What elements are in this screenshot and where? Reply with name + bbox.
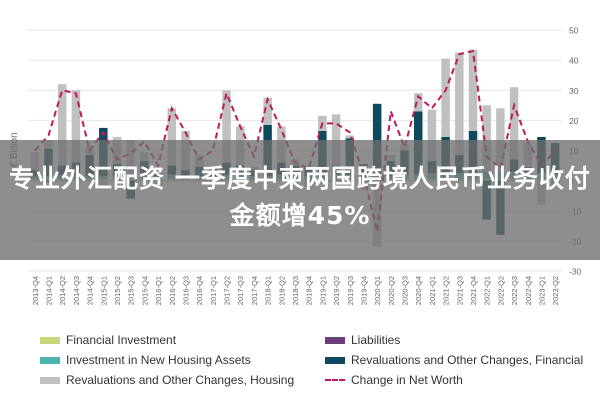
bar-revaluations-and-other-changes-housing [345, 135, 355, 139]
x-tick-label: 2018-Q3 [291, 276, 300, 305]
x-tick-label: 2019-Q1 [318, 276, 327, 305]
legend-label-reval-housing: Revaluations and Other Changes, Housing [66, 373, 295, 387]
legend-item-new-housing: Investment in New Housing Assets [40, 350, 251, 370]
x-tick-label: 2016-Q2 [168, 276, 177, 305]
x-tick-label: 2022-Q1 [483, 276, 492, 305]
y-tick-label: 40 [569, 56, 579, 66]
x-tick-label: 2020-Q3 [401, 276, 410, 305]
x-tick-label: 2021-Q4 [469, 276, 478, 305]
x-tick-label: 2018-Q2 [277, 276, 286, 305]
x-tick-label: 2022-Q2 [496, 276, 505, 305]
x-tick-label: 2017-Q3 [236, 276, 245, 305]
bar-revaluations-and-other-changes-housing [455, 52, 464, 156]
x-tick-label: 2014-Q1 [45, 276, 54, 305]
x-tick-label: 2022-Q3 [510, 276, 519, 305]
bar-revaluations-and-other-changes-housing [468, 49, 478, 131]
x-tick-label: 2017-Q4 [250, 276, 259, 305]
legend-label-reval-financial: Revaluations and Other Changes, Financia… [351, 353, 584, 367]
x-tick-label: 2014-Q4 [86, 276, 95, 305]
legend-swatch-reval-financial [325, 356, 345, 364]
legend-item-liabilities: Liabilities [325, 330, 400, 350]
legend-label-net-worth: Change in Net Worth [351, 373, 463, 387]
x-tick-label: 2016-Q1 [154, 276, 163, 305]
bar-revaluations-and-other-changes-housing [263, 97, 272, 125]
x-tick-label: 2015-Q3 [127, 276, 136, 305]
x-tick-label: 2016-Q4 [195, 276, 204, 305]
legend-swatch-net-worth [325, 379, 345, 381]
legend-item-net-worth: Change in Net Worth [325, 370, 463, 390]
bar-revaluations-and-other-changes-financial [372, 103, 382, 177]
x-tick-label: 2019-Q4 [359, 276, 368, 305]
bar-revaluations-and-other-changes-housing [413, 93, 423, 112]
x-tick-label: 2017-Q1 [209, 276, 218, 305]
x-tick-label: 2017-Q2 [223, 276, 232, 305]
x-ticks: 2013-Q4 2014-Q1 2014-Q2 2014-Q3 2014-Q4 2015-… [31, 276, 560, 305]
x-tick-label: 2022-Q4 [524, 276, 533, 305]
bar-revaluations-and-other-changes-housing [167, 108, 177, 166]
legend-item-reval-housing: Revaluations and Other Changes, Housing [40, 370, 294, 390]
x-tick-label: 2023-Q2 [551, 276, 560, 305]
legend-label-financial-investment: Financial Investment [66, 333, 177, 347]
x-tick-label: 2020-Q4 [414, 276, 423, 305]
bar-revaluations-and-other-changes-housing [509, 87, 519, 160]
legend-swatch-reval-housing [40, 376, 60, 384]
x-tick-label: 2013-Q4 [31, 276, 40, 305]
bar-revaluations-and-other-changes-housing [482, 105, 491, 172]
x-tick-label: 2023-Q1 [537, 276, 546, 305]
x-tick-label: 2015-Q4 [140, 276, 149, 305]
x-tick-label: 2020-Q1 [373, 276, 382, 305]
bar-revaluations-and-other-changes-housing [441, 58, 450, 137]
y-tick-label: -30 [569, 267, 582, 277]
legend-swatch-financial-investment [40, 336, 60, 344]
x-tick-label: 2015-Q1 [99, 276, 108, 305]
title-overlay-band [0, 140, 600, 260]
legend-label-liabilities: Liabilities [351, 333, 401, 347]
bar-revaluations-and-other-changes-housing [427, 109, 437, 162]
bar-revaluations-and-other-changes-housing [222, 90, 231, 163]
x-tick-label: 2014-Q2 [58, 276, 67, 305]
legend-item-financial-investment: Financial Investment [40, 330, 176, 350]
bar-revaluations-and-other-changes-housing [331, 114, 341, 166]
legend-label-new-housing: Investment in New Housing Assets [66, 353, 251, 367]
x-tick-label: 2018-Q4 [305, 276, 314, 305]
bar-revaluations-and-other-changes-housing [71, 90, 81, 163]
x-tick-label: 2019-Q3 [346, 276, 355, 305]
x-tick-label: 2019-Q2 [332, 276, 341, 305]
x-tick-label: 2021-Q2 [442, 276, 451, 305]
y-tick-label: 50 [569, 26, 579, 36]
x-tick-label: 2015-Q2 [113, 276, 122, 305]
x-tick-label: 2018-Q1 [264, 276, 273, 305]
bar-revaluations-and-other-changes-housing [57, 84, 67, 166]
x-tick-label: 2014-Q3 [72, 276, 81, 305]
y-tick-label: 20 [569, 116, 579, 126]
legend-item-reval-financial: Revaluations and Other Changes, Financia… [325, 350, 583, 370]
x-tick-label: 2021-Q1 [428, 276, 437, 305]
legend: Financial Investment Investment in New H… [40, 330, 600, 400]
legend-swatch-new-housing [40, 356, 60, 364]
x-tick-label: 2016-Q3 [181, 276, 190, 305]
bar-revaluations-and-other-changes-housing [496, 108, 505, 172]
y-tick-label: 30 [569, 86, 579, 96]
x-tick-label: 2021-Q3 [455, 276, 464, 305]
legend-swatch-liabilities [325, 336, 345, 344]
overlay-title: 专业外汇配资 一季度中柬两国跨境人民币业务收付金额增45% [9, 164, 591, 230]
x-tick-label: 2020-Q2 [387, 276, 396, 305]
